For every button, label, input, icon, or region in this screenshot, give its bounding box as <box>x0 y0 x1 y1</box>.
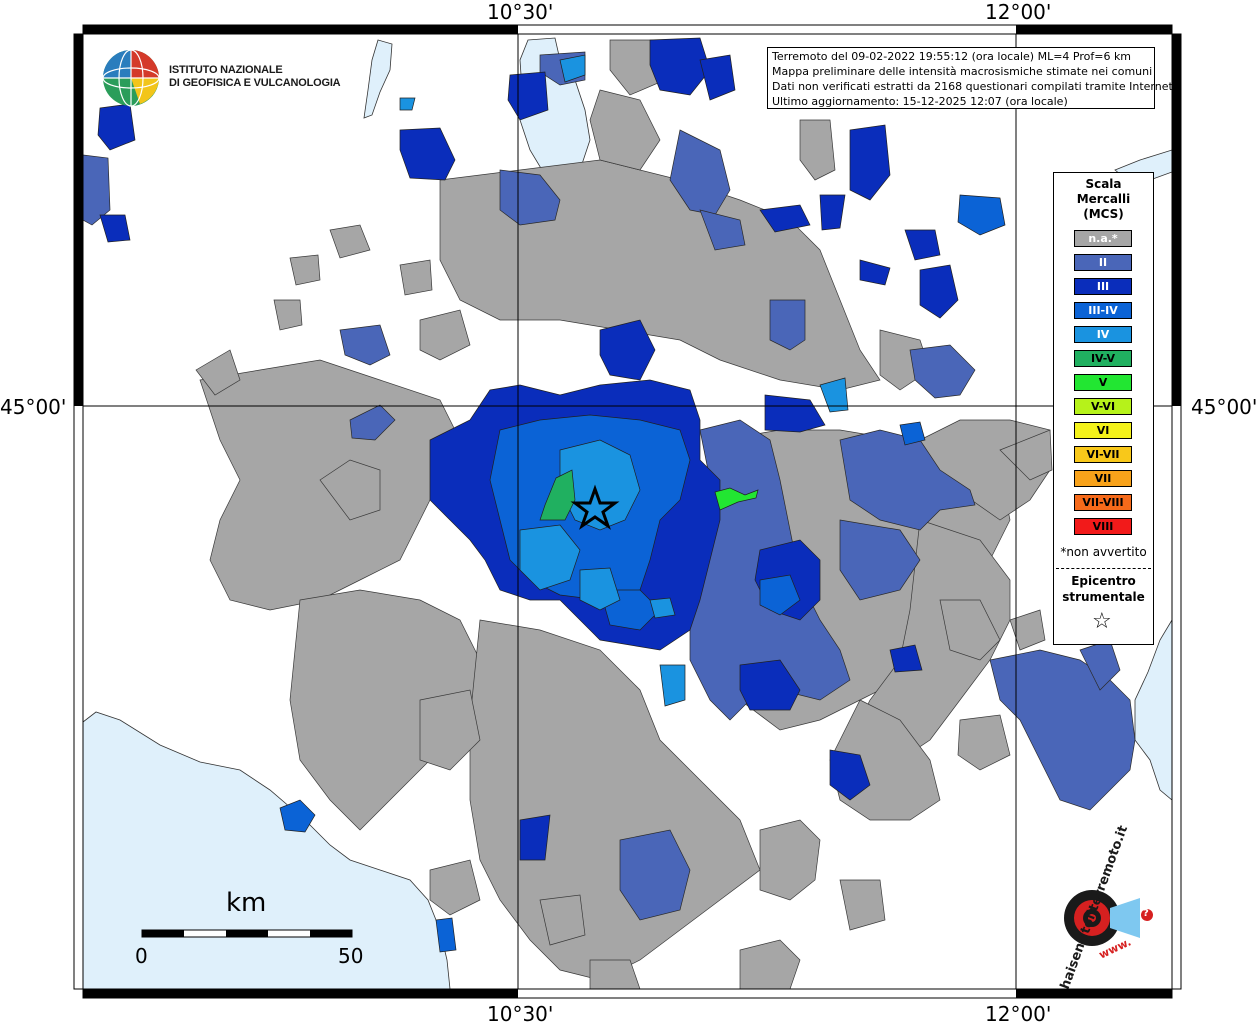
legend-swatch: V <box>1074 374 1132 391</box>
scale-bar <box>141 929 353 938</box>
legend-epicenter-label: Epicentro strumentale <box>1054 573 1153 605</box>
hsit-logo-question: ? <box>1143 908 1149 919</box>
tyrrhenian-sea <box>82 711 451 990</box>
legend-swatch: IV-V <box>1074 350 1132 367</box>
intensity-iv-v-municipality <box>539 469 576 521</box>
left-label-4500: 45°00' <box>0 395 67 419</box>
hsit-logo-icon <box>1064 890 1153 946</box>
event-info-line3: Dati non verificati estratti da 2168 que… <box>772 80 1177 93</box>
legend-swatch: n.a.* <box>1074 230 1132 247</box>
org-name: ISTITUTO NAZIONALE DI GEOFISICA E VULCAN… <box>169 64 341 90</box>
legend-swatch: VII-VIII <box>1074 494 1132 511</box>
legend-note: *non avvertito <box>1060 545 1147 559</box>
legend-swatch: VI <box>1074 422 1132 439</box>
legend-epicenter-line1: Epicentro <box>1071 574 1136 588</box>
scale-unit: km <box>226 888 267 918</box>
legend-swatch: III-IV <box>1074 302 1132 319</box>
graticule <box>83 34 1172 989</box>
ingv-logo-icon <box>102 49 160 107</box>
lake-iseo <box>363 39 393 119</box>
legend-title-line1: Scala <box>1085 177 1122 191</box>
legend-swatch: VIII <box>1074 518 1132 535</box>
legend-swatch: III <box>1074 278 1132 295</box>
map-frame <box>73 24 1182 999</box>
legend-swatch: VI-VII <box>1074 446 1132 463</box>
legend-swatch: V-VI <box>1074 398 1132 415</box>
top-label-1200: 12°00' <box>985 0 1052 24</box>
bottom-label-1030: 10°30' <box>487 1002 554 1026</box>
legend-title: Scala Mercalli (MCS) <box>1054 177 1153 222</box>
org-name-line2: DI GEOFISICA E VULCANOLOGIA <box>169 77 341 89</box>
hsit-logo-www: www. <box>1096 935 1134 962</box>
legend: Scala Mercalli (MCS) n.a.* II III III-IV IV I… <box>1053 172 1154 645</box>
right-label-4500: 45°00' <box>1191 395 1256 419</box>
scale-min: 0 <box>135 944 148 968</box>
event-info-line1: Terremoto del 09-02-2022 19:55:12 (ora l… <box>772 50 1132 63</box>
scale-max: 50 <box>338 944 364 968</box>
legend-title-line3: (MCS) <box>1083 207 1124 221</box>
epicenter-star <box>570 484 620 530</box>
org-name-line1: ISTITUTO NAZIONALE <box>169 64 283 76</box>
legend-title-line2: Mercalli <box>1076 192 1131 206</box>
event-info-line2: Mappa preliminare delle intensità macros… <box>772 65 1153 78</box>
event-info-box: Terremoto del 09-02-2022 19:55:12 (ora l… <box>767 47 1177 109</box>
legend-swatch: VII <box>1074 470 1132 487</box>
legend-epicenter-line2: strumentale <box>1062 590 1145 604</box>
top-label-1030: 10°30' <box>487 0 554 24</box>
hsit-logo: haisentitoilterremoto.it www. ? <box>1030 824 1160 992</box>
legend-separator <box>1056 568 1151 569</box>
legend-swatch: II <box>1074 254 1132 271</box>
legend-swatch: IV <box>1074 326 1132 343</box>
intensity-v-municipality <box>714 487 759 511</box>
bottom-label-1200: 12°00' <box>985 1002 1052 1026</box>
legend-star-icon: ☆ <box>1092 609 1112 634</box>
event-info-line4: Ultimo aggiornamento: 15-12-2025 12:07 (… <box>772 95 1068 108</box>
